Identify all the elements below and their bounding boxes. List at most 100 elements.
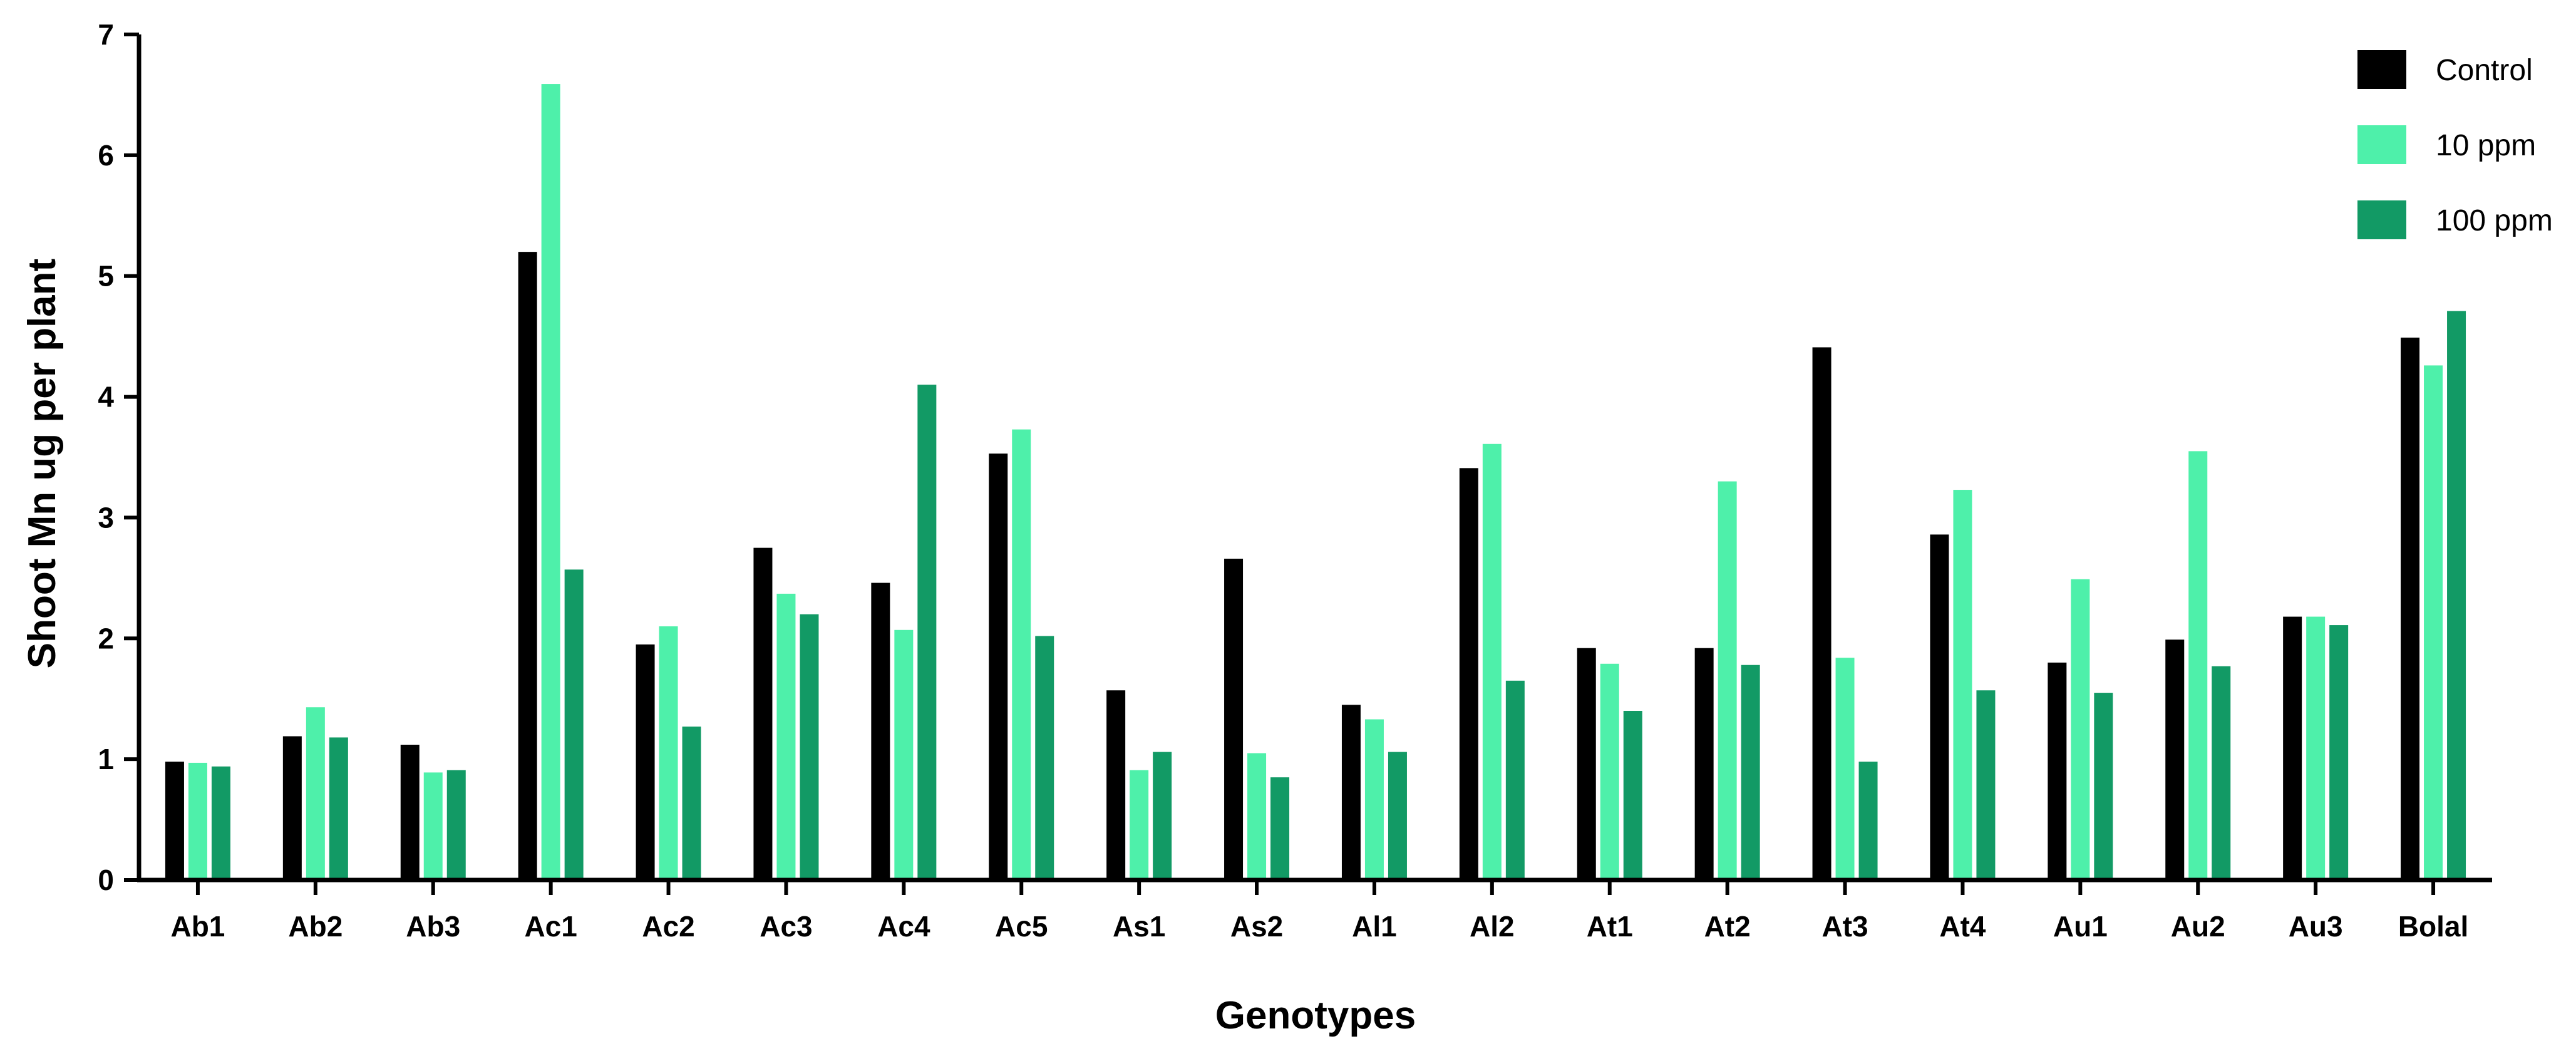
- y-tick-label: 3: [98, 501, 114, 534]
- bar-at4-10-ppm: [1953, 490, 1972, 880]
- bar-al2-100-ppm: [1505, 680, 1525, 880]
- y-tick-label: 1: [98, 743, 114, 775]
- y-axis-ticks: 0 1 2 3 4 5 6 7: [98, 18, 139, 896]
- legend-label-control: Control: [2436, 54, 2533, 87]
- x-tick-label-au3: Au3: [2289, 910, 2343, 943]
- bar-au3-100-ppm: [2329, 625, 2349, 880]
- x-tick-label-as2: As2: [1230, 910, 1283, 943]
- x-axis-ticks: Ab1 Ab2 Ab3 Ac1 Ac2 Ac3 Ac4 Ac5 As1 As2 Al1 Al2 At1 A…: [170, 880, 2468, 943]
- bar-ac1-control: [518, 252, 537, 881]
- y-tick-label: 0: [98, 864, 114, 896]
- x-tick-label-ac3: Ac3: [760, 910, 812, 943]
- x-tick-label-ab1: Ab1: [170, 910, 225, 943]
- bar-bolal-10-ppm: [2424, 365, 2443, 880]
- bar-ab3-100-ppm: [446, 770, 466, 880]
- bar-ac3-10-ppm: [776, 593, 796, 880]
- x-tick-label-ac5: Ac5: [995, 910, 1048, 943]
- bar-ac2-control: [636, 644, 655, 880]
- bar-ab3-10-ppm: [423, 772, 443, 880]
- bar-al1-control: [1341, 705, 1361, 880]
- x-tick-label-bolal: Bolal: [2398, 910, 2468, 943]
- bar-bolal-100-ppm: [2447, 311, 2466, 881]
- bar-al2-control: [1459, 468, 1478, 880]
- legend-swatch-10-ppm: [2357, 125, 2406, 164]
- bar-au1-control: [2048, 662, 2067, 880]
- bar-ac4-10-ppm: [894, 629, 914, 880]
- bar-as2-10-ppm: [1247, 753, 1267, 880]
- bar-ac2-10-ppm: [659, 626, 678, 880]
- bar-al1-100-ppm: [1388, 752, 1407, 880]
- bar-au2-control: [2165, 639, 2185, 880]
- x-axis-title: Genotypes: [1215, 994, 1416, 1037]
- bar-ac5-100-ppm: [1035, 636, 1054, 880]
- bar-ac2-100-ppm: [682, 727, 701, 880]
- bar-at1-100-ppm: [1623, 711, 1642, 880]
- x-tick-label-al2: Al2: [1470, 910, 1515, 943]
- bar-ac3-control: [753, 547, 773, 880]
- bar-at2-100-ppm: [1741, 665, 1760, 880]
- bar-ac4-100-ppm: [917, 385, 937, 880]
- y-tick-label: 6: [98, 139, 114, 172]
- bar-ac3-100-ppm: [800, 614, 819, 880]
- bar-as2-control: [1224, 559, 1244, 880]
- bar-ac1-100-ppm: [564, 569, 584, 880]
- x-tick-label-at2: At2: [1704, 910, 1751, 943]
- x-tick-label-au2: Au2: [2171, 910, 2225, 943]
- bar-au1-10-ppm: [2071, 579, 2090, 880]
- bar-as1-10-ppm: [1130, 770, 1149, 880]
- bar-at2-control: [1694, 648, 1714, 880]
- bar-au1-100-ppm: [2094, 693, 2113, 880]
- bar-ac1-10-ppm: [541, 84, 560, 881]
- bar-at4-100-ppm: [1976, 690, 1996, 880]
- bar-ab1-100-ppm: [211, 766, 230, 880]
- bar-al2-10-ppm: [1482, 443, 1502, 880]
- bar-au3-10-ppm: [2306, 616, 2326, 880]
- bar-at1-control: [1577, 648, 1596, 880]
- bar-ab2-control: [282, 736, 302, 880]
- legend-swatch-control: [2357, 50, 2406, 89]
- bar-at3-control: [1812, 347, 1832, 880]
- bar-ab2-100-ppm: [329, 737, 348, 880]
- bar-ab1-control: [165, 762, 184, 880]
- bars: [165, 84, 2466, 881]
- x-tick-label-ab3: Ab3: [406, 910, 460, 943]
- bar-at3-10-ppm: [1835, 658, 1855, 880]
- bar-ac5-control: [989, 453, 1008, 880]
- x-tick-label-ac1: Ac1: [524, 910, 577, 943]
- x-tick-label-at3: At3: [1821, 910, 1868, 943]
- bar-ab3-control: [400, 745, 420, 880]
- legend-label-100-ppm: 100 ppm: [2436, 204, 2553, 237]
- bar-ab1-10-ppm: [188, 762, 207, 880]
- bar-au2-100-ppm: [2212, 666, 2231, 880]
- x-tick-label-ac4: Ac4: [877, 910, 930, 943]
- x-tick-label-al1: Al1: [1352, 910, 1397, 943]
- bar-ab2-10-ppm: [306, 707, 325, 880]
- bar-as2-100-ppm: [1270, 777, 1290, 880]
- bar-at3-100-ppm: [1858, 762, 1878, 880]
- y-axis-title: Shoot Mn ug per plant: [21, 259, 64, 668]
- bar-at4-control: [1930, 534, 1949, 880]
- x-tick-label-au1: Au1: [2053, 910, 2108, 943]
- y-tick-label: 4: [98, 381, 114, 413]
- x-tick-label-ab2: Ab2: [288, 910, 343, 943]
- bar-al1-10-ppm: [1364, 719, 1384, 880]
- bar-as1-control: [1106, 690, 1126, 880]
- x-tick-label-ac2: Ac2: [642, 910, 694, 943]
- bar-ac5-10-ppm: [1012, 429, 1031, 880]
- legend-swatch-100-ppm: [2357, 200, 2406, 239]
- x-tick-label-as1: As1: [1113, 910, 1165, 943]
- y-tick-label: 2: [98, 622, 114, 655]
- bar-au3-control: [2283, 616, 2302, 880]
- bar-as1-100-ppm: [1153, 752, 1172, 880]
- bar-bolal-control: [2401, 338, 2420, 880]
- bar-ac4-control: [871, 582, 890, 880]
- y-tick-label: 7: [98, 18, 114, 51]
- bar-at2-10-ppm: [1718, 481, 1737, 880]
- legend-label-10-ppm: 10 ppm: [2436, 129, 2536, 162]
- y-tick-label: 5: [98, 260, 114, 292]
- bar-at1-10-ppm: [1600, 663, 1619, 880]
- bar-au2-10-ppm: [2188, 451, 2208, 880]
- x-tick-label-at4: At4: [1939, 910, 1986, 943]
- x-tick-label-at1: At1: [1587, 910, 1633, 943]
